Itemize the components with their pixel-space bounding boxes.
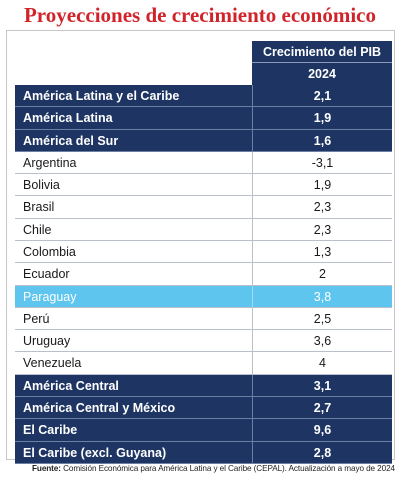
page-title: Proyecciones de crecimiento económico xyxy=(0,0,400,30)
table-row: Argentina -3,1 xyxy=(15,152,392,174)
row-value: 2,3 xyxy=(252,219,392,240)
row-name: Perú xyxy=(15,308,252,329)
column-header-year: 2024 xyxy=(252,63,392,85)
row-value: 2 xyxy=(252,263,392,284)
table-row: Perú 2,5 xyxy=(15,308,392,330)
source-note: Fuente: Comisión Económica para América … xyxy=(0,462,395,476)
row-name: Ecuador xyxy=(15,263,252,284)
table-row: Colombia 1,3 xyxy=(15,241,392,263)
table-row: El Caribe 9,6 xyxy=(15,419,392,441)
column-header-label: Crecimiento del PIB xyxy=(252,41,392,63)
table-row: Bolivia 1,9 xyxy=(15,174,392,196)
row-value: 9,6 xyxy=(252,419,392,440)
table-row: Ecuador 2 xyxy=(15,263,392,285)
table-row: Uruguay 3,6 xyxy=(15,330,392,352)
row-value: 3,6 xyxy=(252,330,392,351)
table-row: América Central 3,1 xyxy=(15,375,392,397)
row-value: 1,3 xyxy=(252,241,392,262)
row-name: El Caribe xyxy=(15,419,252,440)
row-name: Bolivia xyxy=(15,174,252,195)
row-name: Uruguay xyxy=(15,330,252,351)
table-row: América del Sur 1,6 xyxy=(15,130,392,152)
row-name: América Central y México xyxy=(15,397,252,418)
growth-table: Crecimiento del PIB 2024 América Latina … xyxy=(6,30,395,460)
row-value: 1,9 xyxy=(252,107,392,128)
row-name: América Latina y el Caribe xyxy=(15,85,252,106)
table-body: América Latina y el Caribe 2,1 América Lat… xyxy=(15,85,392,464)
column-header: Crecimiento del PIB 2024 xyxy=(252,41,392,85)
source-label: Fuente: xyxy=(32,464,61,473)
row-name: Brasil xyxy=(15,196,252,217)
row-value: 4 xyxy=(252,352,392,373)
source-text: Comisión Económica para América Latina y… xyxy=(63,464,395,473)
row-value: -3,1 xyxy=(252,152,392,173)
table-row: Paraguay 3,8 xyxy=(15,286,392,308)
row-value: 3,1 xyxy=(252,375,392,396)
row-name: América Latina xyxy=(15,107,252,128)
table-row: El Caribe (excl. Guyana) 2,8 xyxy=(15,442,392,464)
row-value: 2,7 xyxy=(252,397,392,418)
row-name: América Central xyxy=(15,375,252,396)
table-row: América Latina 1,9 xyxy=(15,107,392,129)
table-row: América Latina y el Caribe 2,1 xyxy=(15,85,392,107)
row-value: 2,8 xyxy=(252,442,392,463)
row-name: Paraguay xyxy=(15,286,252,307)
row-value: 2,3 xyxy=(252,196,392,217)
row-name: América del Sur xyxy=(15,130,252,151)
table-row: América Central y México 2,7 xyxy=(15,397,392,419)
row-value: 1,9 xyxy=(252,174,392,195)
table-row: Brasil 2,3 xyxy=(15,196,392,218)
row-value: 2,1 xyxy=(252,85,392,106)
row-value: 2,5 xyxy=(252,308,392,329)
row-name: Chile xyxy=(15,219,252,240)
row-name: Venezuela xyxy=(15,352,252,373)
row-value: 3,8 xyxy=(252,286,392,307)
row-name: Colombia xyxy=(15,241,252,262)
table-row: Chile 2,3 xyxy=(15,219,392,241)
row-name: Argentina xyxy=(15,152,252,173)
row-name: El Caribe (excl. Guyana) xyxy=(15,442,252,463)
row-value: 1,6 xyxy=(252,130,392,151)
table-row: Venezuela 4 xyxy=(15,352,392,374)
